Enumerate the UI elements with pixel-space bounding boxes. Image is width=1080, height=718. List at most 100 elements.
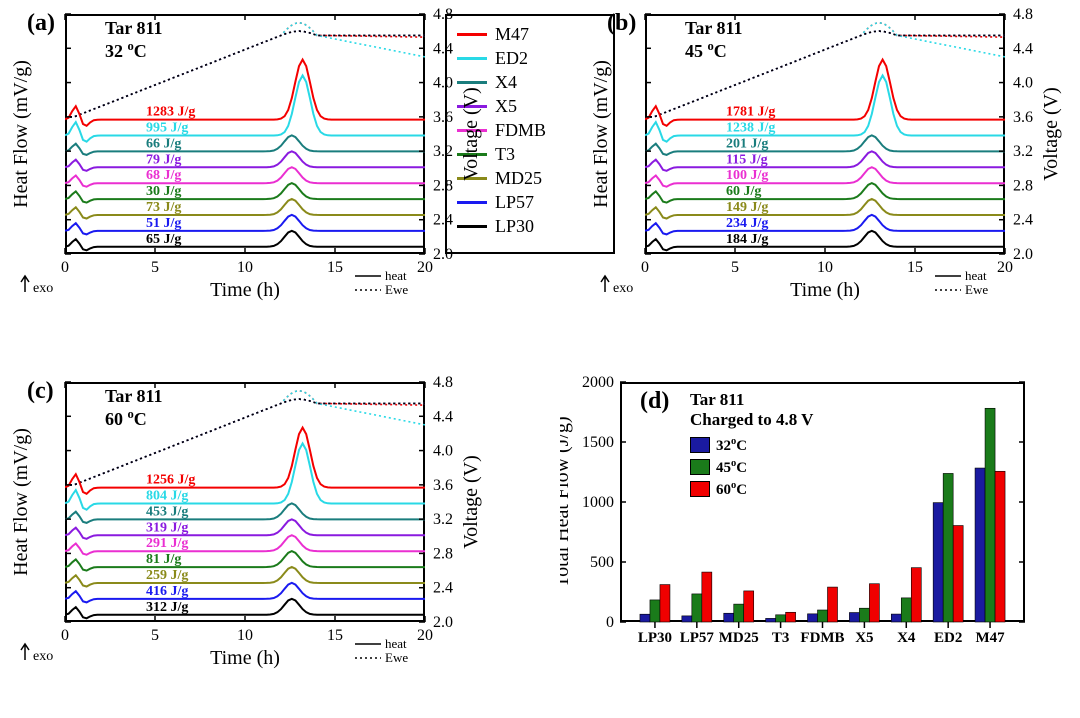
bar-t3-1: [776, 615, 786, 622]
svg-text:LP30: LP30: [638, 630, 672, 646]
panel-c: 1256 J/g804 J/g453 J/g319 J/g291 J/g81 J…: [5, 372, 485, 702]
svg-text:4.4: 4.4: [1013, 40, 1033, 57]
svg-text:1500: 1500: [582, 434, 614, 451]
svg-text:X5: X5: [855, 630, 873, 646]
heat-annotation-x5: 79 J/g: [146, 152, 181, 167]
svg-text:Voltage (V): Voltage (V): [460, 87, 482, 181]
svg-text:4.4: 4.4: [433, 40, 453, 57]
svg-text:4.0: 4.0: [433, 443, 453, 460]
svg-text:3.6: 3.6: [1013, 109, 1033, 126]
bar-ed2-1: [943, 473, 953, 622]
svg-text:0: 0: [61, 627, 69, 644]
heat-annotation-lp57: 234 J/g: [726, 216, 768, 231]
svg-text:5: 5: [731, 259, 739, 276]
heat-annotation-x5: 115 J/g: [726, 152, 768, 167]
bar-ed2-0: [933, 503, 943, 622]
svg-text:0: 0: [606, 614, 614, 631]
panel-b: 1781 J/g1238 J/g201 J/g115 J/g100 J/g60 …: [585, 4, 1065, 334]
svg-text:4.8: 4.8: [1013, 6, 1033, 23]
panel-b-title: Tar 811 45 oC: [685, 18, 743, 62]
svg-text:LP57: LP57: [680, 630, 715, 646]
svg-text:2.0: 2.0: [433, 614, 453, 631]
panel-a-title: Tar 811 32 oC: [105, 18, 163, 62]
panel-a-title1: Tar 811: [105, 18, 163, 39]
svg-text:3.2: 3.2: [433, 143, 453, 160]
bar-lp30-1: [650, 600, 660, 622]
heat-annotation-lp30: 65 J/g: [146, 232, 181, 247]
bar-x4-0: [891, 614, 901, 622]
svg-text:heat: heat: [385, 268, 407, 283]
svg-text:4.4: 4.4: [433, 408, 453, 425]
panel-c-temp: 60 oC: [105, 407, 163, 430]
svg-text:2.4: 2.4: [433, 580, 453, 597]
panel-c-title1: Tar 811: [105, 386, 163, 407]
svg-text:4.0: 4.0: [1013, 75, 1033, 92]
svg-text:0: 0: [61, 259, 69, 276]
svg-text:2.0: 2.0: [433, 246, 453, 263]
heat-annotation-t3: 81 J/g: [146, 552, 181, 567]
svg-text:15: 15: [327, 259, 343, 276]
panel-c-tag: (c): [27, 378, 54, 405]
bar-x5-0: [849, 613, 859, 622]
heat-annotation-ed2: 1238 J/g: [726, 121, 775, 136]
svg-text:15: 15: [907, 259, 923, 276]
svg-text:Heat Flow (mV/g): Heat Flow (mV/g): [590, 60, 612, 208]
svg-text:exo: exo: [33, 281, 53, 296]
bar-lp57-2: [702, 572, 712, 622]
svg-text:4.0: 4.0: [433, 75, 453, 92]
svg-text:Total Heat Flow (J/g): Total Heat Flow (J/g): [560, 416, 573, 587]
heat-annotation-lp57: 51 J/g: [146, 216, 181, 231]
svg-text:Time (h): Time (h): [790, 279, 860, 301]
svg-text:M47: M47: [975, 630, 1005, 646]
bar-fdmb-0: [808, 614, 818, 622]
svg-text:X4: X4: [897, 630, 916, 646]
heat-annotation-x5: 319 J/g: [146, 520, 188, 535]
svg-text:T3: T3: [772, 630, 790, 646]
svg-text:2.8: 2.8: [1013, 177, 1033, 194]
svg-text:15: 15: [327, 627, 343, 644]
svg-text:exo: exo: [613, 281, 633, 296]
panel-b-tag: (b): [607, 10, 636, 37]
svg-text:3.2: 3.2: [1013, 143, 1033, 160]
svg-text:heat: heat: [965, 268, 987, 283]
svg-text:3.6: 3.6: [433, 477, 453, 494]
panel-d: (d) Tar 811 Charged to 4.8 V 32oC45oC60o…: [560, 372, 1080, 702]
svg-text:Time (h): Time (h): [210, 279, 280, 301]
svg-text:5: 5: [151, 259, 159, 276]
svg-text:20: 20: [997, 259, 1013, 276]
svg-text:Time (h): Time (h): [210, 647, 280, 669]
heat-annotation-x4: 66 J/g: [146, 136, 181, 151]
bar-lp57-1: [692, 594, 702, 622]
heat-annotation-lp30: 312 J/g: [146, 600, 188, 615]
heat-annotation-fdmb: 291 J/g: [146, 536, 188, 551]
panel-b-temp: 45 oC: [685, 39, 743, 62]
panel-a-tag: (a): [27, 10, 55, 37]
svg-text:20: 20: [417, 627, 433, 644]
bar-x5-2: [869, 584, 879, 622]
heat-annotation-lp30: 184 J/g: [726, 232, 768, 247]
heat-annotation-md25: 149 J/g: [726, 200, 768, 215]
svg-text:2.0: 2.0: [1013, 246, 1033, 263]
svg-text:2.4: 2.4: [433, 212, 453, 229]
bar-fdmb-1: [818, 610, 828, 622]
bar-x5-1: [859, 608, 869, 622]
svg-text:Voltage (V): Voltage (V): [460, 455, 482, 549]
svg-text:heat: heat: [385, 636, 407, 651]
panel-a-temp: 32 oC: [105, 39, 163, 62]
heat-annotation-m47: 1256 J/g: [146, 473, 195, 488]
heat-annotation-t3: 30 J/g: [146, 184, 181, 199]
bar-md25-0: [724, 613, 734, 622]
svg-text:FDMB: FDMB: [800, 630, 844, 646]
svg-text:500: 500: [590, 554, 614, 571]
svg-text:2.8: 2.8: [433, 545, 453, 562]
bar-m47-1: [985, 408, 995, 622]
svg-text:MD25: MD25: [719, 630, 759, 646]
bar-x4-2: [911, 568, 921, 622]
bar-md25-2: [744, 591, 754, 622]
svg-text:Voltage (V): Voltage (V): [1040, 87, 1062, 181]
bar-lp30-2: [660, 585, 670, 622]
svg-text:2.4: 2.4: [1013, 212, 1033, 229]
heat-annotation-ed2: 804 J/g: [146, 489, 188, 504]
svg-text:ED2: ED2: [934, 630, 962, 646]
heat-annotation-md25: 73 J/g: [146, 200, 181, 215]
